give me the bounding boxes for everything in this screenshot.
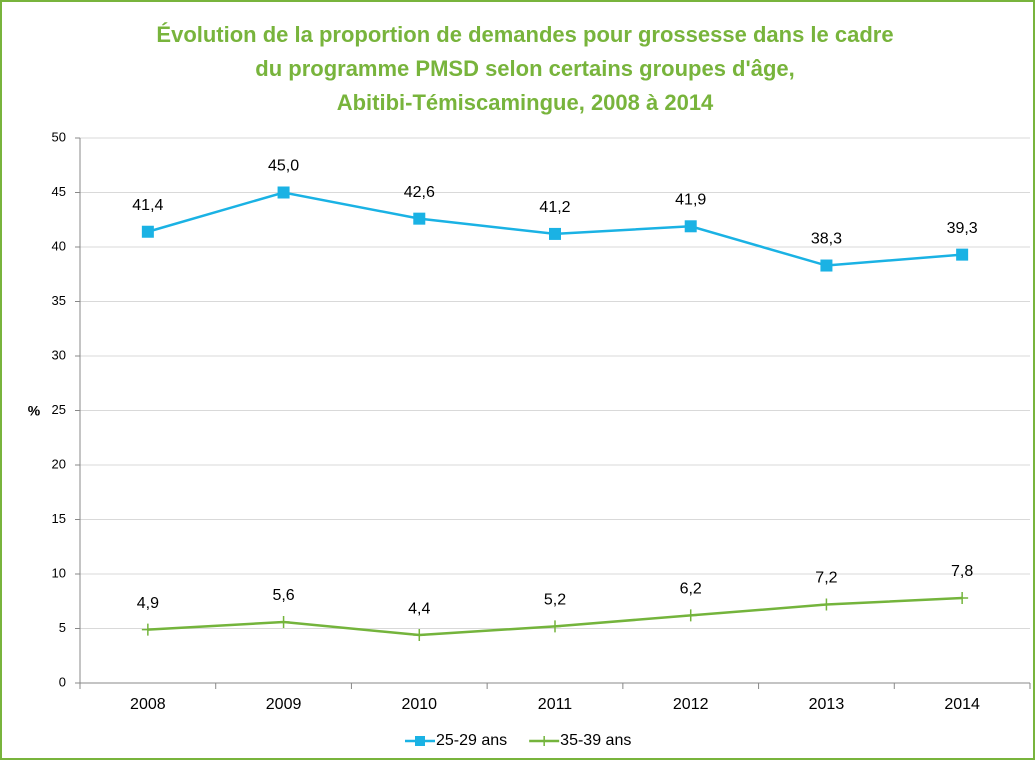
y-tick-label: 45 — [52, 184, 66, 199]
y-tick-label: 35 — [52, 293, 66, 308]
marker — [684, 609, 697, 622]
legend-marker — [415, 736, 425, 746]
data-label: 7,8 — [951, 563, 973, 580]
data-label: 6,2 — [680, 581, 702, 598]
y-tick-label: 15 — [52, 511, 66, 526]
data-label: 45,0 — [268, 158, 299, 175]
x-tick-label: 2012 — [673, 696, 709, 713]
data-label: 4,9 — [137, 595, 159, 612]
y-tick-label: 40 — [52, 238, 66, 253]
data-label: 41,9 — [675, 192, 706, 209]
marker — [141, 623, 154, 636]
data-label: 5,6 — [272, 587, 294, 604]
y-axis-label: % — [28, 403, 41, 419]
marker — [141, 225, 154, 238]
x-tick-label: 2011 — [538, 696, 573, 713]
x-tick-label: 2008 — [130, 696, 166, 713]
data-label: 7,2 — [815, 570, 837, 587]
data-label: 5,2 — [544, 592, 566, 609]
marker — [549, 620, 561, 633]
data-label: 39,3 — [947, 220, 978, 237]
marker — [956, 248, 969, 261]
marker — [413, 629, 426, 642]
marker — [413, 212, 426, 225]
chart-title: du programme PMSD selon certains groupes… — [255, 56, 794, 81]
chart-title: Abitibi-Témiscamingue, 2008 à 2014 — [337, 90, 714, 115]
marker — [549, 227, 561, 240]
marker — [684, 220, 697, 233]
x-tick-label: 2009 — [266, 696, 302, 713]
y-tick-label: 25 — [52, 402, 66, 417]
legend-marker — [539, 736, 550, 746]
y-tick-label: 10 — [52, 565, 66, 580]
marker — [820, 259, 833, 272]
marker — [820, 598, 833, 611]
y-tick-label: 20 — [52, 456, 66, 471]
marker — [277, 615, 290, 628]
y-tick-label: 0 — [59, 674, 66, 689]
marker — [956, 591, 969, 604]
x-tick-label: 2010 — [401, 696, 437, 713]
data-label: 4,4 — [408, 600, 430, 617]
data-label: 38,3 — [811, 231, 842, 248]
y-tick-label: 30 — [52, 347, 66, 362]
data-label: 42,6 — [404, 184, 435, 201]
chart-title: Évolution de la proportion de demandes p… — [156, 22, 893, 47]
legend-label: 25-29 ans — [436, 732, 507, 749]
y-tick-label: 5 — [59, 620, 66, 635]
data-label: 41,2 — [539, 199, 570, 216]
marker — [277, 186, 290, 199]
data-label: 41,4 — [132, 197, 163, 214]
x-tick-label: 2014 — [944, 696, 980, 713]
y-tick-label: 50 — [52, 129, 66, 144]
legend-label: 35-39 ans — [560, 732, 631, 749]
x-tick-label: 2013 — [809, 696, 845, 713]
